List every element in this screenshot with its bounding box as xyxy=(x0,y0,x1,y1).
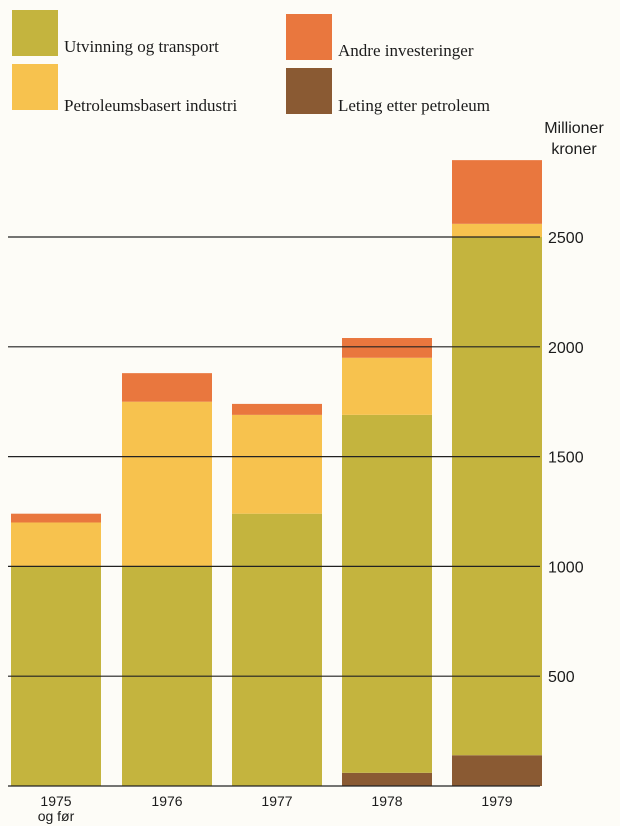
bar-1979-utvinning-og-transport xyxy=(452,237,542,756)
y-tick-label-1500: 1500 xyxy=(548,450,584,467)
bar-1979-petroleumsbasert-industri xyxy=(452,223,542,237)
bar-1977-andre-investeringer xyxy=(232,403,322,415)
bar-1975-og-f-r-andre-investeringer xyxy=(11,513,101,523)
x-tick-label-1976: 1976 xyxy=(151,793,182,809)
x-tick-label-1975-og-f-r: 1975 xyxy=(40,793,71,809)
y-tick-label-2000: 2000 xyxy=(548,340,584,357)
bar-1976-petroleumsbasert-industri xyxy=(122,401,212,567)
x-tick-label-1978: 1978 xyxy=(371,793,402,809)
legend-label-leting: Leting etter petroleum xyxy=(338,96,490,115)
bar-1977-utvinning-og-transport xyxy=(232,513,322,786)
legend-label-andre: Andre investeringer xyxy=(338,41,474,60)
legend-swatch-leting xyxy=(286,68,332,114)
y-axis-unit-label: Millioner kroner xyxy=(532,118,616,160)
legend-swatch-petroleumsbasert xyxy=(12,64,58,110)
bar-1978-utvinning-og-transport xyxy=(342,414,432,773)
legend: Utvinning og transport Andre investering… xyxy=(0,0,620,120)
bar-1978-petroleumsbasert-industri xyxy=(342,357,432,415)
bar-1975-og-f-r-petroleumsbasert-industri xyxy=(11,522,101,567)
y-tick-label-2500: 2500 xyxy=(548,230,584,247)
legend-swatch-andre xyxy=(286,14,332,60)
y-tick-label-1000: 1000 xyxy=(548,559,584,576)
x-tick-label-1977: 1977 xyxy=(261,793,292,809)
legend-label-utvinning: Utvinning og transport xyxy=(64,37,219,56)
bar-1979-leting-etter-petroleum xyxy=(452,755,542,786)
x-tick-label-1979: 1979 xyxy=(481,793,512,809)
y-axis-unit-line-1: Millioner xyxy=(544,120,604,137)
bar-1978-leting-etter-petroleum xyxy=(342,772,432,786)
y-axis-unit-line-2: kroner xyxy=(551,141,597,158)
bar-1978-andre-investeringer xyxy=(342,338,432,358)
legend-label-petroleumsbasert: Petroleumsbasert industri xyxy=(64,96,238,115)
y-tick-label-500: 500 xyxy=(548,669,575,686)
bar-1976-andre-investeringer xyxy=(122,373,212,402)
legend-swatch-utvinning xyxy=(12,10,58,56)
bar-1977-petroleumsbasert-industri xyxy=(232,414,322,514)
bar-1979-andre-investeringer xyxy=(452,160,542,224)
x-tick-label-1975-og-f-r-line-2: og før xyxy=(38,808,75,824)
